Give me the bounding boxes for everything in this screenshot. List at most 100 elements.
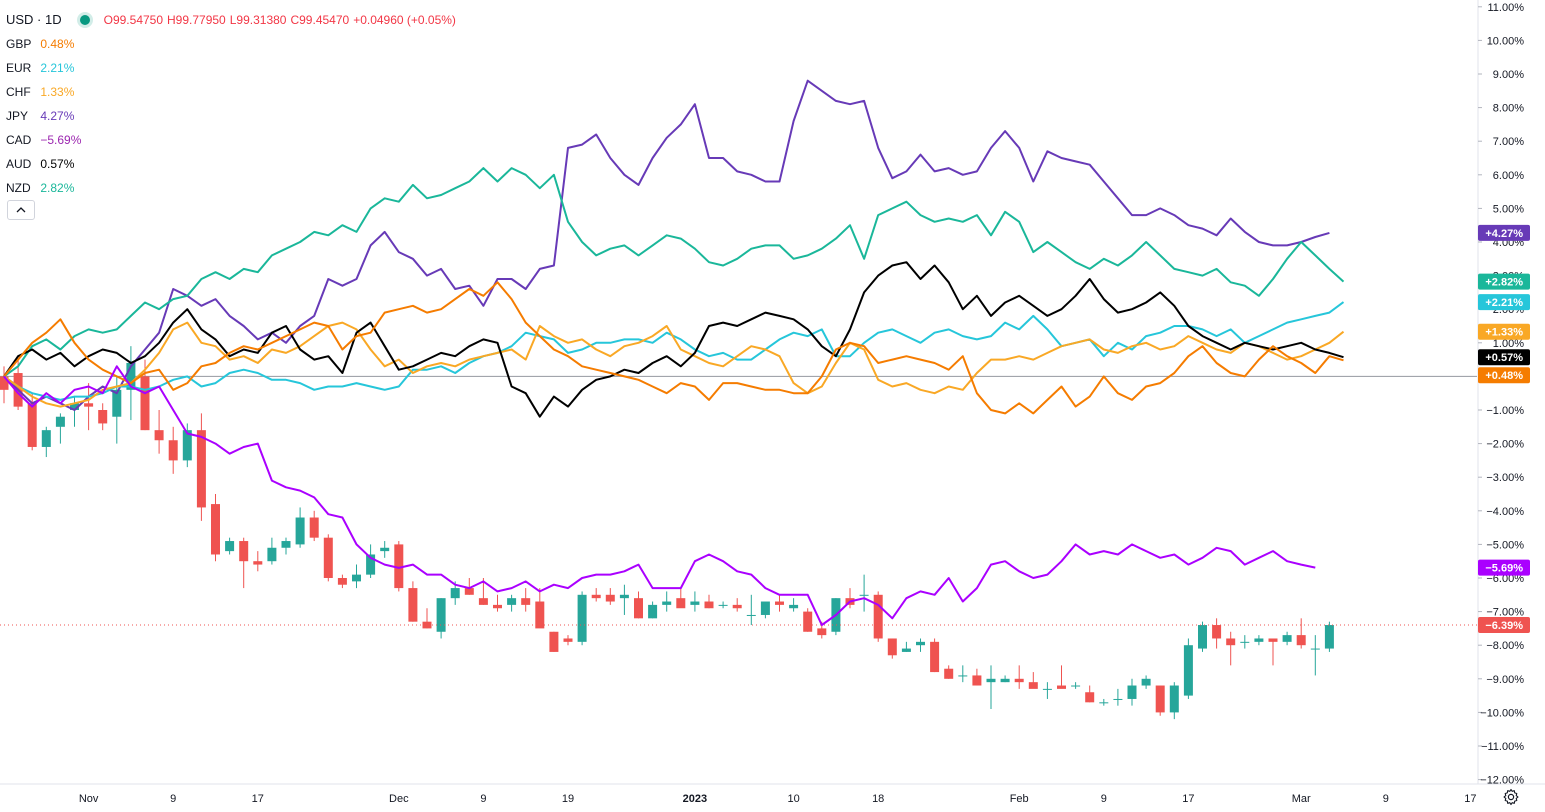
candle-body (901, 648, 911, 652)
candle (41, 426, 51, 458)
legend-name: EUR (6, 61, 32, 75)
legend-row-eur[interactable]: EUR 2.21% (6, 56, 460, 80)
gear-icon[interactable] (1502, 788, 1520, 806)
candle-body (380, 547, 390, 552)
candle (267, 537, 277, 565)
series-labels: +4.27% +2.82% +2.21% +1.33% +0.57% +0.48% −5.6… (1478, 224, 1530, 634)
candle (958, 665, 968, 683)
candle (1071, 682, 1081, 689)
candle (1042, 682, 1052, 699)
candle (380, 541, 390, 558)
legend: USD · 1D O99.54750 H99.77950 L99.31380 C99.… (6, 8, 460, 200)
candle (1324, 621, 1334, 652)
y-tick-label: −8.00% (1486, 640, 1524, 652)
x-tick-label: Nov (79, 793, 99, 805)
x-tick-label: 9 (1101, 793, 1107, 805)
candle (436, 598, 446, 639)
y-tick-label: 10.00% (1487, 35, 1525, 47)
candle (253, 551, 263, 572)
candle (718, 601, 728, 609)
candle (295, 507, 305, 548)
candle-body (930, 641, 940, 673)
candle-body (1127, 685, 1137, 699)
ohlc-values: O99.54750 H99.77950 L99.31380 C99.45470 +0.0… (104, 8, 460, 32)
market-status-icon[interactable] (79, 15, 90, 25)
legend-row-cad[interactable]: CAD −5.69% (6, 128, 460, 152)
legend-row-jpy[interactable]: JPY 4.27% (6, 104, 460, 128)
candle (916, 638, 925, 652)
candle-body (916, 641, 925, 646)
candle (1099, 698, 1109, 706)
candle (775, 594, 784, 612)
legend-row-aud[interactable]: AUD 0.57% (6, 152, 460, 176)
candle-body (634, 598, 643, 619)
candle-body (27, 403, 37, 447)
x-tick-label: 17 (1182, 793, 1194, 805)
candle-body (422, 621, 432, 629)
price-label-nzd: +2.82% (1478, 273, 1530, 290)
candles (0, 346, 1477, 720)
candle-body (1113, 698, 1123, 700)
candle-body (1155, 685, 1165, 713)
candle (704, 594, 714, 609)
symbol-title[interactable]: USD · 1D (6, 12, 62, 27)
change-value: +0.04960 (+0.05%) (353, 13, 456, 27)
candle-body (1254, 638, 1264, 642)
y-tick-label: −1.00% (1486, 405, 1524, 417)
candle-body (1169, 685, 1179, 713)
price-label-bg (1478, 224, 1530, 241)
candle-body (225, 541, 235, 552)
candle-body (1071, 685, 1081, 687)
candle-body (450, 588, 460, 599)
candle-body (1042, 688, 1052, 690)
legend-name: AUD (6, 157, 32, 171)
candle-body (690, 601, 700, 605)
price-label-gbp: +0.48% (1478, 367, 1530, 384)
y-tick-label: 1.00% (1493, 338, 1524, 350)
legend-name: CHF (6, 85, 31, 99)
collapse-legend-button[interactable] (7, 200, 35, 220)
candle-body (803, 611, 813, 632)
candle (196, 413, 206, 521)
series-line-jpy (3, 79, 1330, 411)
y-tick-label: −4.00% (1486, 506, 1524, 518)
candle-body (591, 594, 601, 599)
candle (1282, 631, 1292, 646)
candle (591, 588, 601, 602)
price-label-bg (1478, 617, 1530, 634)
x-tick-label: 2023 (683, 793, 707, 805)
time-axis: Nov 9 17 Dec 9 19 2023 10 18 Feb 9 17 Mar 9 17 (79, 793, 1477, 805)
candle-body (648, 604, 658, 619)
candle (1169, 682, 1179, 720)
series-line-cad (3, 365, 1316, 626)
legend-value: −5.69% (40, 133, 82, 147)
chart-grid (0, 0, 1545, 785)
candle-body (1000, 678, 1010, 683)
candle-body (1057, 685, 1066, 689)
candle (690, 591, 700, 612)
legend-row-gbp[interactable]: GBP 0.48% (6, 32, 460, 56)
candle-body (366, 554, 376, 575)
candle (1113, 688, 1123, 706)
candle-body (1014, 678, 1024, 683)
candle-body (1282, 635, 1292, 642)
price-label-bg (1478, 294, 1530, 311)
legend-row-nzd[interactable]: NZD 2.82% (6, 176, 460, 200)
legend-name: CAD (6, 133, 32, 147)
candle (1254, 635, 1264, 646)
legend-row-chf[interactable]: CHF 1.33% (6, 80, 460, 104)
candle (1014, 665, 1024, 689)
candle-body (55, 416, 65, 427)
candle (507, 594, 517, 612)
candle (521, 588, 531, 612)
candle-body (859, 594, 869, 596)
candle-body (84, 403, 94, 407)
price-label-text: +0.57% (1485, 352, 1523, 364)
price-label-text: +0.48% (1485, 370, 1523, 382)
y-tick-label: −11.00% (1481, 741, 1524, 753)
candle-body (1212, 625, 1222, 639)
candle (1268, 638, 1278, 666)
candle (563, 635, 573, 646)
candle-body (1028, 682, 1038, 689)
